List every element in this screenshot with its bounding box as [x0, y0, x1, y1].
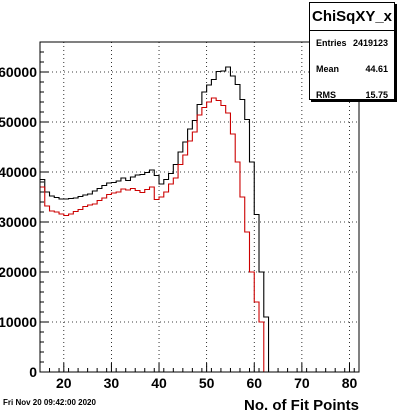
y-tick-label: 30000	[0, 214, 37, 230]
y-tick-label: 20000	[0, 264, 37, 280]
entries-label: Entries	[316, 38, 347, 48]
y-tick-label: 40000	[0, 164, 37, 180]
x-tick-label: 50	[199, 375, 215, 391]
y-tick-label: 10000	[0, 314, 37, 330]
rms-value: 15.75	[365, 90, 388, 100]
histogram-series-1	[40, 66, 279, 373]
y-tick-label: 60000	[0, 64, 37, 80]
x-axis-label: No. of Fit Points	[244, 397, 359, 412]
stats-rms-row: RMS 15.75	[310, 83, 394, 109]
y-tick-label: 0	[29, 364, 37, 380]
histogram-series-2	[40, 97, 279, 373]
mean-label: Mean	[316, 64, 340, 74]
stats-mean-row: Mean 44.61	[310, 57, 394, 83]
x-tick-label: 20	[56, 375, 72, 391]
timestamp: Fri Nov 20 09:42:00 2020	[3, 398, 96, 407]
plot-frame	[39, 41, 360, 373]
stats-title: ChiSqXY_x	[310, 3, 394, 31]
x-tick-label: 40	[151, 375, 167, 391]
rms-label: RMS	[316, 90, 336, 100]
x-tick-label: 60	[246, 375, 262, 391]
mean-value: 44.61	[365, 64, 388, 74]
x-tick-label: 30	[104, 375, 120, 391]
y-tick-label: 50000	[0, 114, 37, 130]
x-tick-label: 80	[342, 375, 358, 391]
axes: 20 30 40 50 60 70 80 0 10000 20000 30000 40000 50000…	[0, 51, 358, 391]
stats-entries-row: Entries 2419123	[310, 31, 394, 57]
histogram-series	[40, 66, 279, 373]
entries-value: 2419123	[352, 38, 388, 48]
stats-box: ChiSqXY_x Entries 2419123 Mean 44.61 RMS…	[309, 2, 395, 100]
x-tick-label: 70	[294, 375, 310, 391]
